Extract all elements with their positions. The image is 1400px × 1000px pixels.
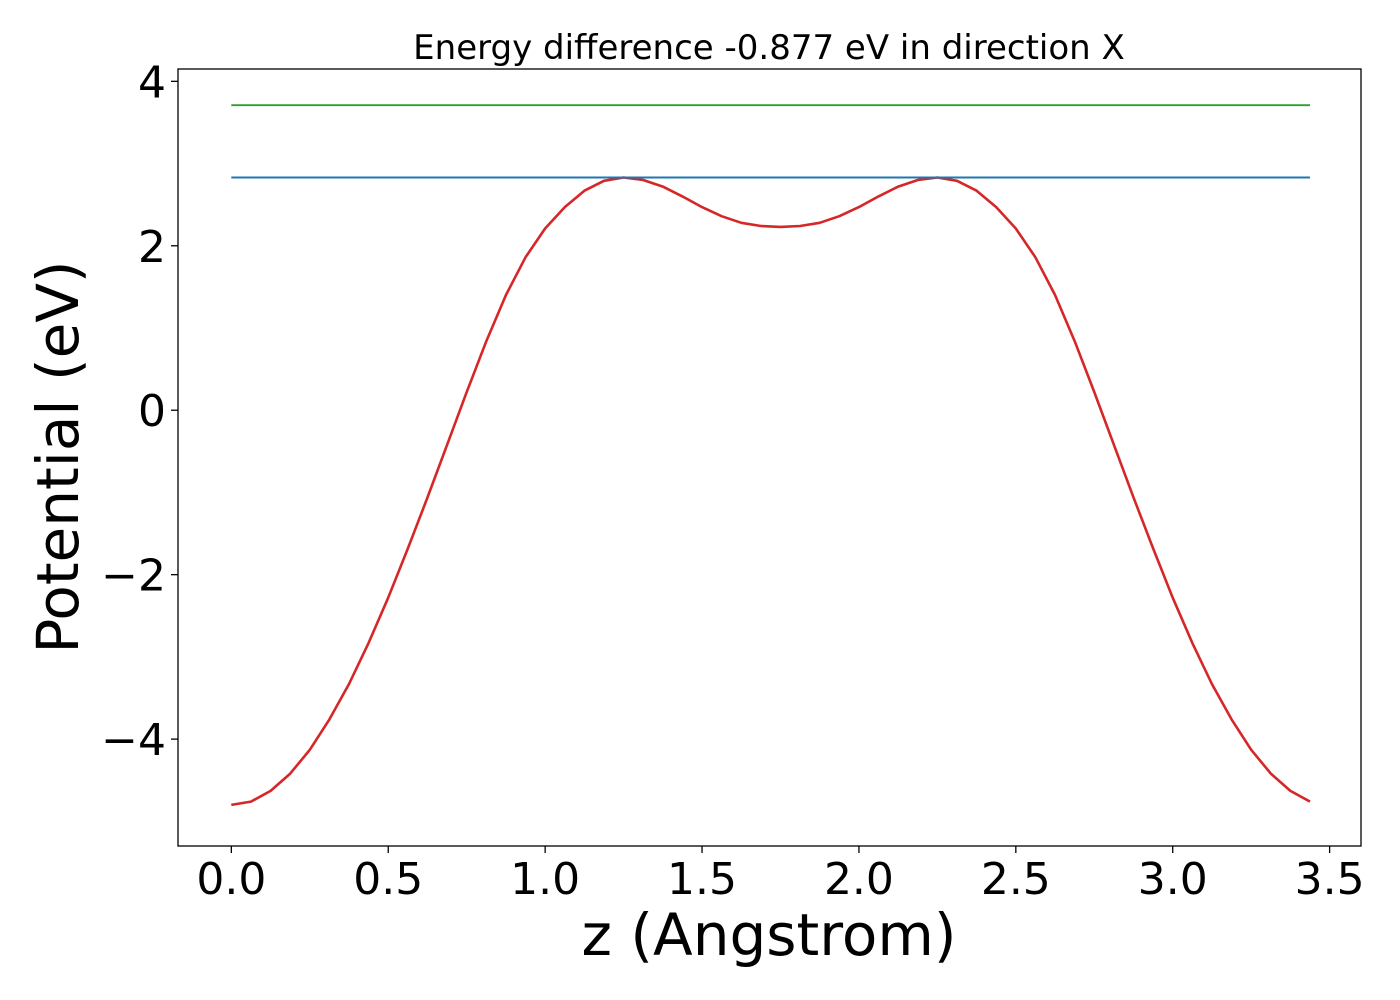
y-tick-label: −2 (101, 551, 166, 602)
y-axis-ticks: −4 −2 0 2 4 (101, 57, 178, 766)
y-tick-label: 0 (138, 386, 166, 437)
plot-layer (231, 104, 1311, 807)
y-tick-label: 4 (138, 57, 166, 108)
y-axis-label: Potential (eV) (24, 260, 92, 653)
y-tick-label: 2 (138, 222, 166, 273)
x-axis-ticks: 0.0 0.5 1.0 1.5 2.0 2.5 3.0 3.5 (196, 846, 1365, 905)
x-tick-label: 3.5 (1295, 854, 1365, 905)
y-tick-label: −4 (101, 715, 166, 766)
x-tick-label: 1.5 (667, 854, 737, 905)
plot-frame (177, 68, 1362, 847)
x-axis-label: z (Angstrom) (582, 901, 957, 969)
x-tick-label: 3.0 (1138, 854, 1208, 905)
chart-title: Energy difference -0.877 eV in direction… (413, 28, 1125, 68)
x-tick-label: 1.0 (510, 854, 580, 905)
x-tick-label: 2.5 (981, 854, 1051, 905)
x-tick-label: 0.5 (353, 854, 423, 905)
x-tick-label: 0.0 (196, 854, 266, 905)
series-line-0 (231, 176, 1311, 807)
x-tick-label: 2.0 (824, 854, 894, 905)
